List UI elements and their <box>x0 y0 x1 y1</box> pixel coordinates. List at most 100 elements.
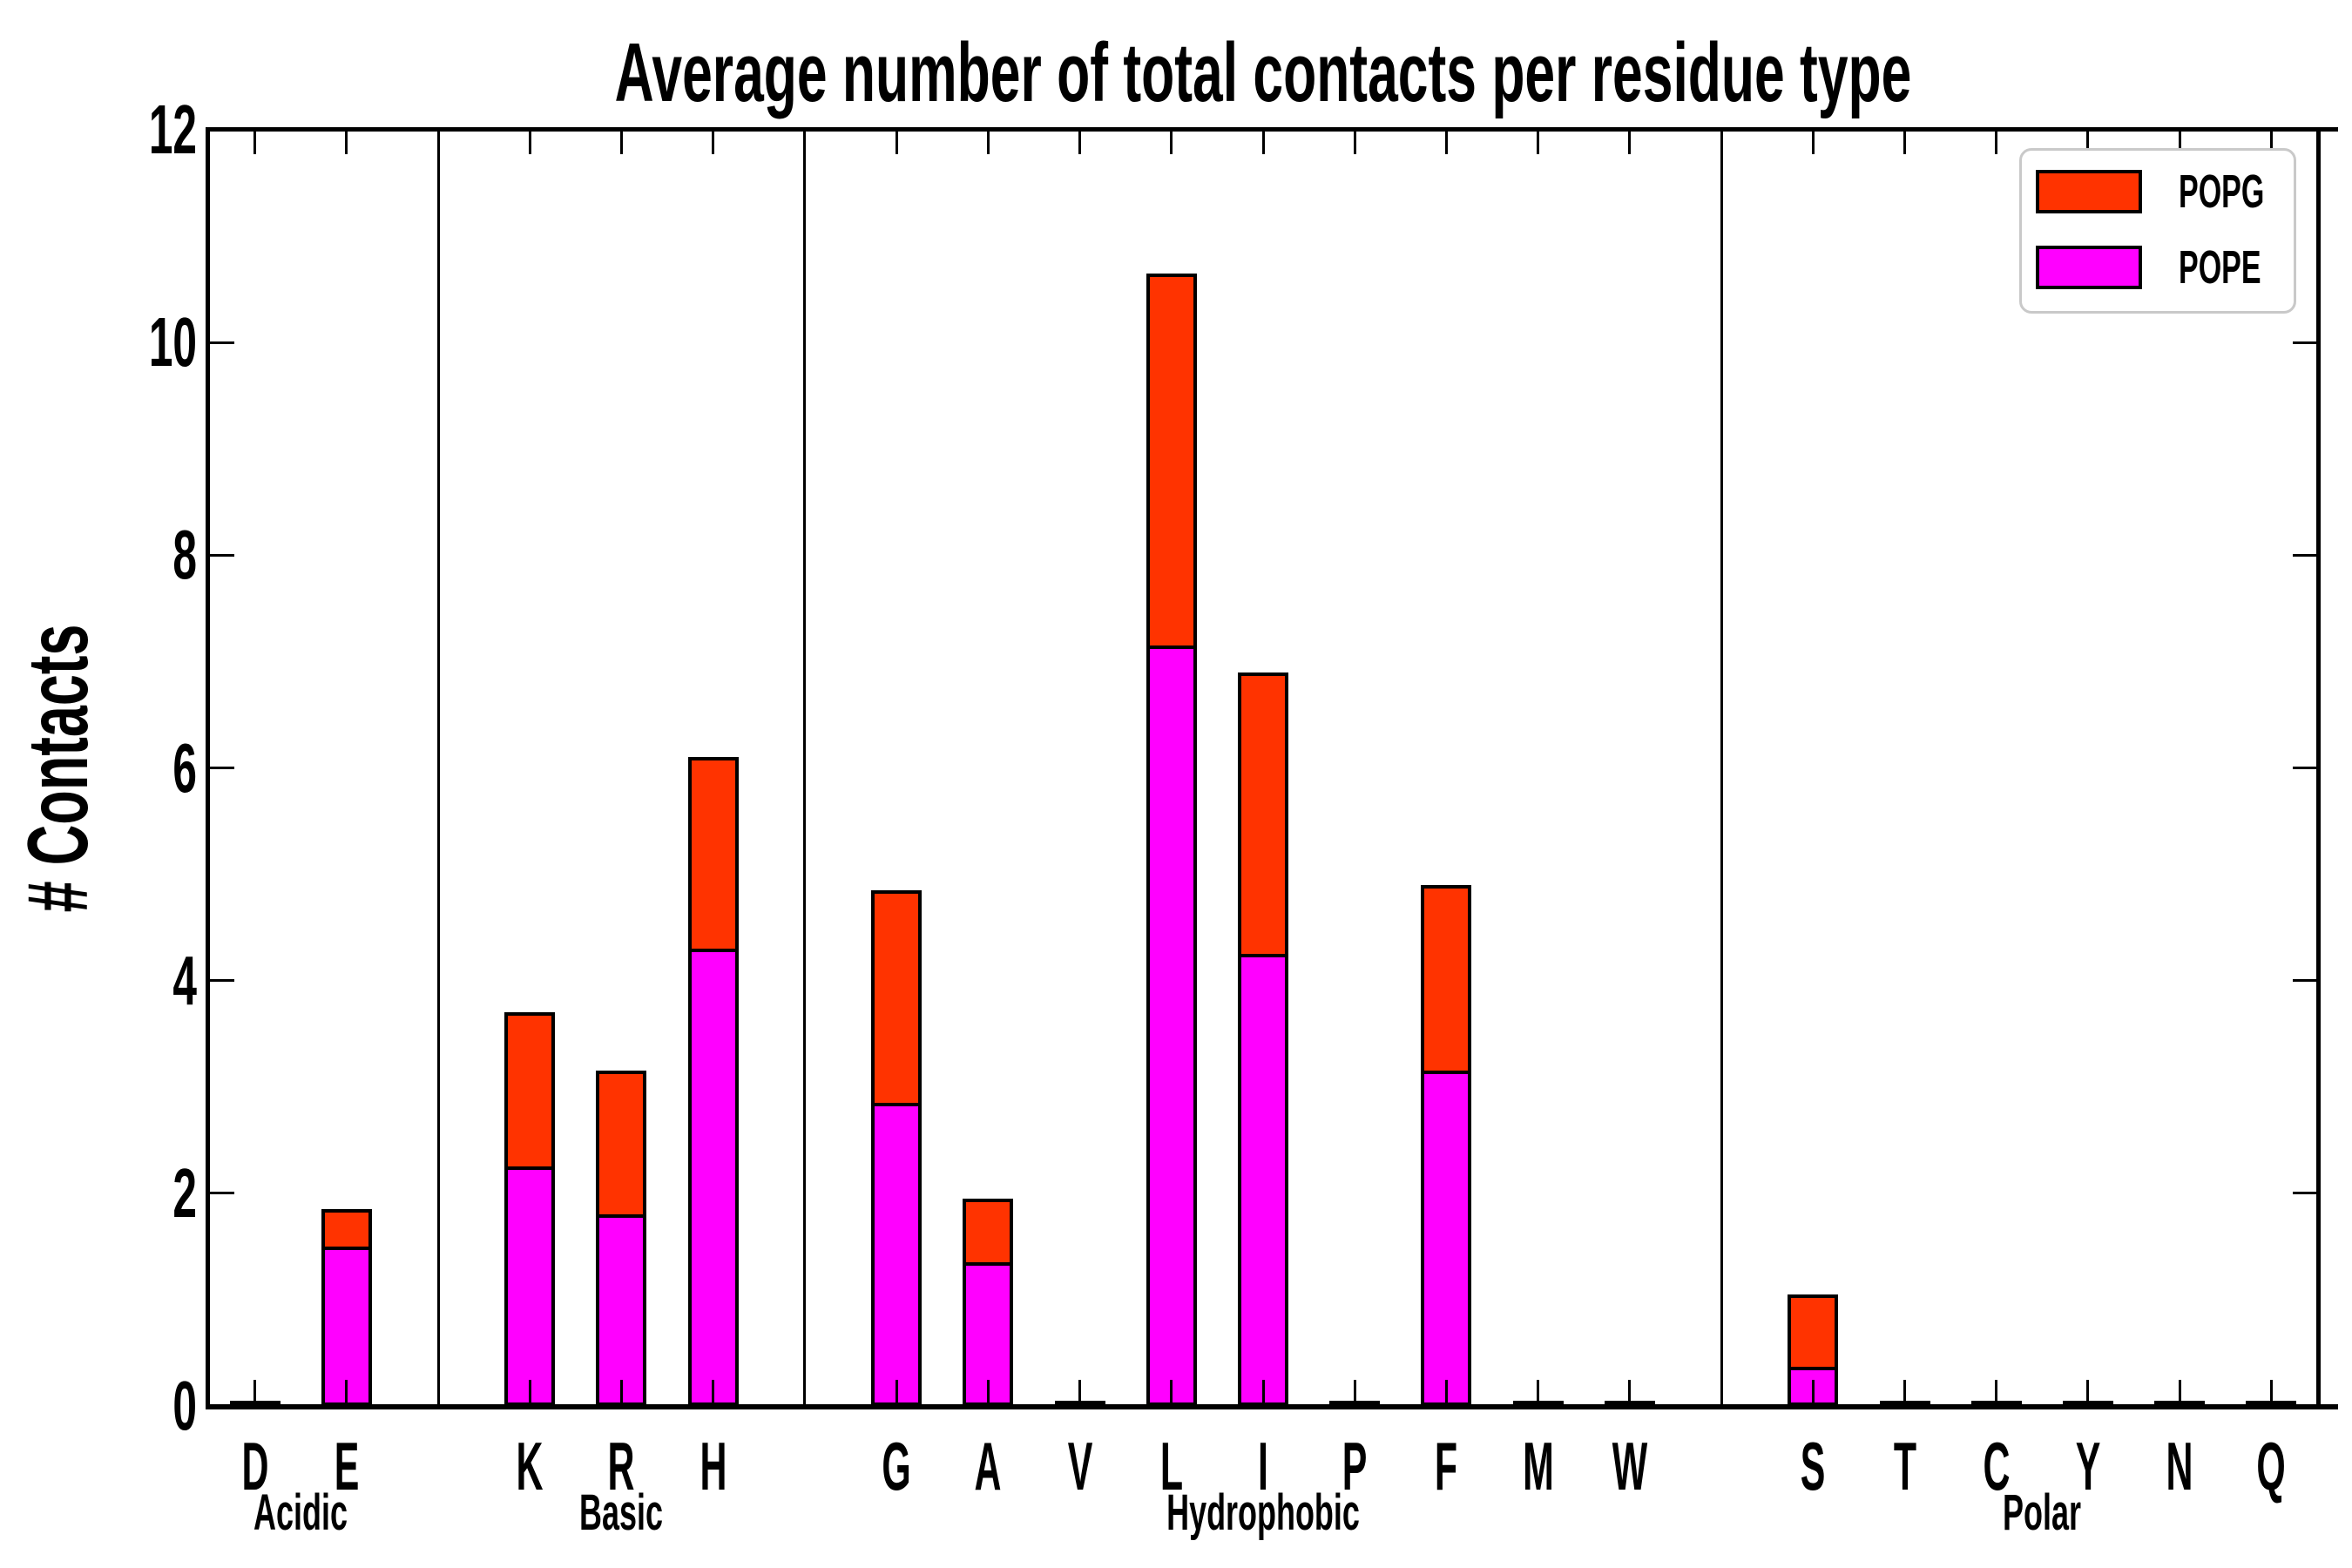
x-axis-tick-bottom-overlay <box>253 1380 257 1406</box>
y-axis-tick-left <box>210 1192 234 1195</box>
x-axis-tick-bottom-overlay <box>619 1380 623 1406</box>
x-axis-tick-top <box>2086 130 2090 154</box>
x-axis-tick-bottom-overlay <box>1261 1380 1265 1406</box>
group-label-polar: Polar <box>2003 1484 2082 1541</box>
x-axis-tick-top <box>1261 130 1265 154</box>
x-tick-label-H: H <box>700 1428 727 1504</box>
bar-segment-pope-H <box>687 949 739 1406</box>
y-tick-label: 12 <box>148 91 197 168</box>
x-tick-label-C: C <box>1983 1428 2011 1504</box>
x-tick-label-S: S <box>1800 1428 1826 1504</box>
x-axis-tick-top <box>619 130 623 154</box>
x-axis-tick-top <box>1811 130 1815 154</box>
x-tick-label-K: K <box>516 1428 544 1504</box>
x-axis-tick-bottom-overlay <box>528 1380 531 1406</box>
bar-segment-popg-L <box>1146 273 1197 646</box>
x-axis-tick-top <box>1078 130 1082 154</box>
bar-segment-popg-H <box>687 757 739 950</box>
x-tick-label-D: D <box>241 1428 269 1504</box>
x-axis-tick-top <box>895 130 898 154</box>
x-axis-tick-bottom-overlay <box>712 1380 715 1406</box>
x-tick-label-A: A <box>974 1428 1002 1504</box>
bar-segment-popg-R <box>596 1071 647 1215</box>
x-axis-tick-top <box>345 130 348 154</box>
group-label-hydrophobic: Hydrophobic <box>1166 1484 1360 1541</box>
bar-segment-popg-A <box>963 1198 1014 1263</box>
x-axis-tick-bottom-overlay <box>1170 1380 1173 1406</box>
axis-top-spine <box>206 127 2338 132</box>
y-axis-tick-right <box>2293 1404 2317 1408</box>
x-axis-tick-top <box>253 130 257 154</box>
group-label-acidic: Acidic <box>253 1484 348 1541</box>
bar-segment-pope-K <box>504 1166 556 1406</box>
y-axis-tick-left <box>210 767 234 769</box>
legend: POPG POPE <box>2019 148 2296 314</box>
y-tick-label: 4 <box>172 941 197 1019</box>
y-axis-tick-left <box>210 1404 234 1408</box>
x-axis-tick-bottom-overlay <box>1811 1380 1815 1406</box>
x-tick-label-L: L <box>1159 1428 1183 1504</box>
x-axis-tick-bottom-overlay <box>1444 1380 1448 1406</box>
x-axis-tick-top <box>528 130 531 154</box>
x-axis-tick-bottom-overlay <box>1353 1380 1356 1406</box>
x-axis-tick-bottom-overlay <box>345 1380 348 1406</box>
x-tick-label-Y: Y <box>2075 1428 2101 1504</box>
x-axis-tick-bottom-overlay <box>895 1380 898 1406</box>
x-tick-label-R: R <box>607 1428 635 1504</box>
axis-right-spine <box>2316 127 2321 1409</box>
bar-segment-popg-S <box>1788 1294 1839 1367</box>
x-tick-label-I: I <box>1258 1428 1268 1504</box>
x-axis-tick-top <box>986 130 990 154</box>
x-tick-label-T: T <box>1893 1428 1916 1504</box>
x-axis-tick-bottom-overlay <box>2178 1380 2181 1406</box>
group-divider-line <box>436 130 440 1406</box>
bar-segment-pope-I <box>1238 954 1288 1406</box>
y-axis-tick-right <box>2293 341 2317 344</box>
x-axis-tick-bottom-overlay <box>1903 1380 1907 1406</box>
bar-segment-pope-L <box>1146 645 1197 1406</box>
y-axis-tick-right <box>2293 767 2317 769</box>
group-label-basic: Basic <box>579 1484 664 1541</box>
x-axis-tick-bottom-overlay <box>986 1380 990 1406</box>
x-axis-tick-bottom-overlay <box>1537 1380 1540 1406</box>
y-tick-label: 8 <box>172 516 197 594</box>
x-tick-label-E: E <box>334 1428 360 1504</box>
y-axis-tick-left <box>210 128 234 132</box>
group-divider-line <box>1720 130 1723 1406</box>
y-axis-tick-left <box>210 341 234 344</box>
y-tick-label: 6 <box>172 728 197 807</box>
bar-segment-popg-F <box>1421 884 1472 1071</box>
bar-segment-popg-E <box>321 1209 372 1247</box>
x-axis-tick-top <box>1903 130 1907 154</box>
bar-segment-pope-R <box>596 1214 647 1406</box>
axis-bottom-spine <box>206 1404 2338 1409</box>
y-axis-tick-right <box>2293 128 2317 132</box>
x-axis-tick-bottom-overlay <box>2269 1380 2273 1406</box>
axis-left-spine <box>206 127 210 1409</box>
y-tick-label: 2 <box>172 1153 197 1232</box>
y-tick-label: 10 <box>148 303 197 382</box>
y-axis-tick-left <box>210 553 234 557</box>
x-tick-label-F: F <box>1435 1428 1458 1504</box>
y-axis-tick-right <box>2293 553 2317 557</box>
x-axis-tick-bottom-overlay <box>1078 1380 1082 1406</box>
x-tick-label-V: V <box>1067 1428 1092 1504</box>
y-axis-tick-right <box>2293 1192 2317 1195</box>
x-axis-tick-top <box>2178 130 2181 154</box>
bar-segment-pope-G <box>871 1103 923 1406</box>
x-axis-tick-top <box>1628 130 1632 154</box>
x-axis-tick-top <box>712 130 715 154</box>
legend-label-popg: POPG <box>2179 166 2265 218</box>
x-tick-label-W: W <box>1612 1428 1648 1504</box>
x-tick-label-Q: Q <box>2256 1428 2287 1504</box>
x-tick-label-M: M <box>1522 1428 1554 1504</box>
x-axis-tick-top <box>1995 130 1998 154</box>
x-axis-tick-top <box>1170 130 1173 154</box>
x-tick-label-G: G <box>882 1428 911 1504</box>
x-tick-label-N: N <box>2166 1428 2193 1504</box>
x-axis-tick-top <box>2269 130 2273 154</box>
group-divider-line <box>803 130 807 1406</box>
bar-segment-popg-K <box>504 1012 556 1167</box>
bar-segment-popg-I <box>1238 672 1288 955</box>
